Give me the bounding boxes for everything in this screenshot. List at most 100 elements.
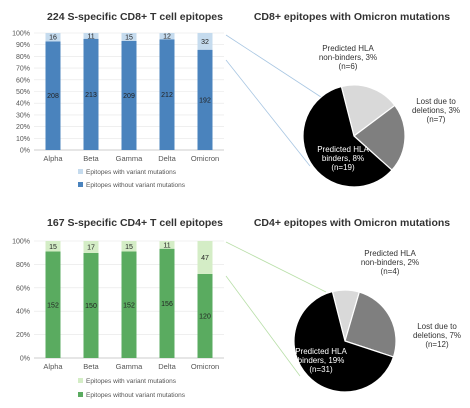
pie-label: non-binders, 3% xyxy=(319,53,377,62)
x-tick-label: Beta xyxy=(83,154,99,163)
data-label: 47 xyxy=(201,255,209,262)
y-tick-label: 100% xyxy=(12,31,30,38)
data-label: 17 xyxy=(87,244,95,251)
data-label: 12 xyxy=(163,34,171,41)
pie-label: binders, 8% xyxy=(322,154,364,163)
x-tick-label: Gamma xyxy=(116,154,144,163)
data-label: 152 xyxy=(47,302,59,309)
pie-label: (n=19) xyxy=(331,163,355,172)
data-label: 11 xyxy=(87,33,94,40)
bar-segment xyxy=(45,251,61,358)
bar-segment xyxy=(197,49,213,150)
x-tick-label: Delta xyxy=(158,362,176,371)
bar-segment xyxy=(83,252,99,358)
chart-title: CD8+ epitopes with Omicron mutations xyxy=(254,11,450,23)
pie-label: Lost due to xyxy=(417,322,457,331)
y-tick-label: 100% xyxy=(12,239,30,246)
data-label: 15 xyxy=(125,34,133,41)
chart-title: CD4+ epitopes with Omicron mutations xyxy=(254,217,450,229)
y-tick-label: 70% xyxy=(16,66,30,73)
pie-slice xyxy=(344,291,397,358)
bar-segment xyxy=(121,251,137,358)
connector-line xyxy=(225,34,325,100)
bar-segment xyxy=(45,33,61,42)
bar-segment xyxy=(83,33,99,39)
pie-label: Predicted HLA xyxy=(317,145,369,154)
bar-segment xyxy=(197,241,213,274)
y-tick-label: 20% xyxy=(16,332,30,339)
data-label: 192 xyxy=(199,97,211,104)
pie-slice xyxy=(293,290,395,393)
pie-label: (n=6) xyxy=(339,62,358,71)
pie-slice xyxy=(302,85,393,188)
bar-segment xyxy=(83,241,99,253)
x-tick-label: Omicron xyxy=(191,362,219,371)
bar-segment xyxy=(197,273,213,358)
bar-segment xyxy=(121,33,137,41)
x-tick-label: Alpha xyxy=(43,362,63,371)
legend-swatch xyxy=(78,169,83,174)
data-label: 208 xyxy=(47,93,59,100)
data-label: 15 xyxy=(125,244,133,251)
connector-line xyxy=(225,59,311,167)
y-tick-label: 50% xyxy=(16,89,30,96)
y-tick-label: 10% xyxy=(16,136,30,143)
x-tick-label: Omicron xyxy=(191,154,219,163)
legend-swatch xyxy=(78,182,83,187)
pie-label: (n=31) xyxy=(309,365,333,374)
bar-segment xyxy=(159,39,175,151)
y-tick-label: 80% xyxy=(16,262,30,269)
connector-line xyxy=(225,241,327,293)
x-tick-label: Alpha xyxy=(43,154,63,163)
pie-label: Predicted HLA xyxy=(364,249,416,258)
pie-label: Lost due to xyxy=(416,97,456,106)
chart-title: 167 S-specific CD4+ T cell epitopes xyxy=(47,217,223,229)
legend-label: Epitopes without variant mutations xyxy=(86,182,186,189)
data-label: 16 xyxy=(49,35,57,42)
x-tick-label: Gamma xyxy=(116,362,144,371)
data-label: 150 xyxy=(85,303,97,310)
pie-label: Predicted HLA xyxy=(322,44,374,53)
pie-label: (n=4) xyxy=(381,267,400,276)
data-label: 32 xyxy=(201,39,209,46)
y-tick-label: 20% xyxy=(16,124,30,131)
pie-label: non-binders, 2% xyxy=(361,258,419,267)
x-tick-label: Delta xyxy=(158,154,176,163)
bar-segment xyxy=(83,38,99,150)
data-label: 212 xyxy=(161,92,173,99)
pie-label: deletions, 3% xyxy=(412,106,460,115)
y-tick-label: 80% xyxy=(16,54,30,61)
pie-slice xyxy=(340,84,396,138)
pie-label: (n=7) xyxy=(427,115,446,124)
data-label: 120 xyxy=(199,313,211,320)
bar-segment xyxy=(159,33,175,40)
y-tick-label: 40% xyxy=(16,101,30,108)
legend-label: Epitopes with variant mutations xyxy=(86,169,177,176)
pie-label: deletions, 7% xyxy=(413,331,461,340)
bar-segment xyxy=(121,241,137,252)
data-label: 152 xyxy=(123,302,135,309)
bar-segment xyxy=(45,241,61,252)
bar-segment xyxy=(159,248,175,358)
pie-label: (n=12) xyxy=(425,340,449,349)
data-label: 156 xyxy=(161,301,173,308)
pie-label: binders, 19% xyxy=(298,356,345,365)
data-label: 213 xyxy=(85,92,97,99)
data-label: 209 xyxy=(123,93,135,100)
data-label: 15 xyxy=(49,244,57,251)
connector-line xyxy=(225,275,301,377)
y-tick-label: 60% xyxy=(16,285,30,292)
pie-slice xyxy=(353,104,406,171)
legend-swatch xyxy=(78,378,83,383)
y-tick-label: 0% xyxy=(20,356,30,363)
y-tick-label: 40% xyxy=(16,309,30,316)
y-tick-label: 30% xyxy=(16,112,30,119)
data-label: 11 xyxy=(163,242,170,249)
bar-segment xyxy=(197,33,213,50)
bar-segment xyxy=(45,41,61,150)
bar-segment xyxy=(121,40,137,150)
x-tick-label: Beta xyxy=(83,362,99,371)
y-tick-label: 60% xyxy=(16,77,30,84)
legend-label: Epitopes without variant mutations xyxy=(86,392,186,399)
pie-label: Predicted HLA xyxy=(295,347,347,356)
